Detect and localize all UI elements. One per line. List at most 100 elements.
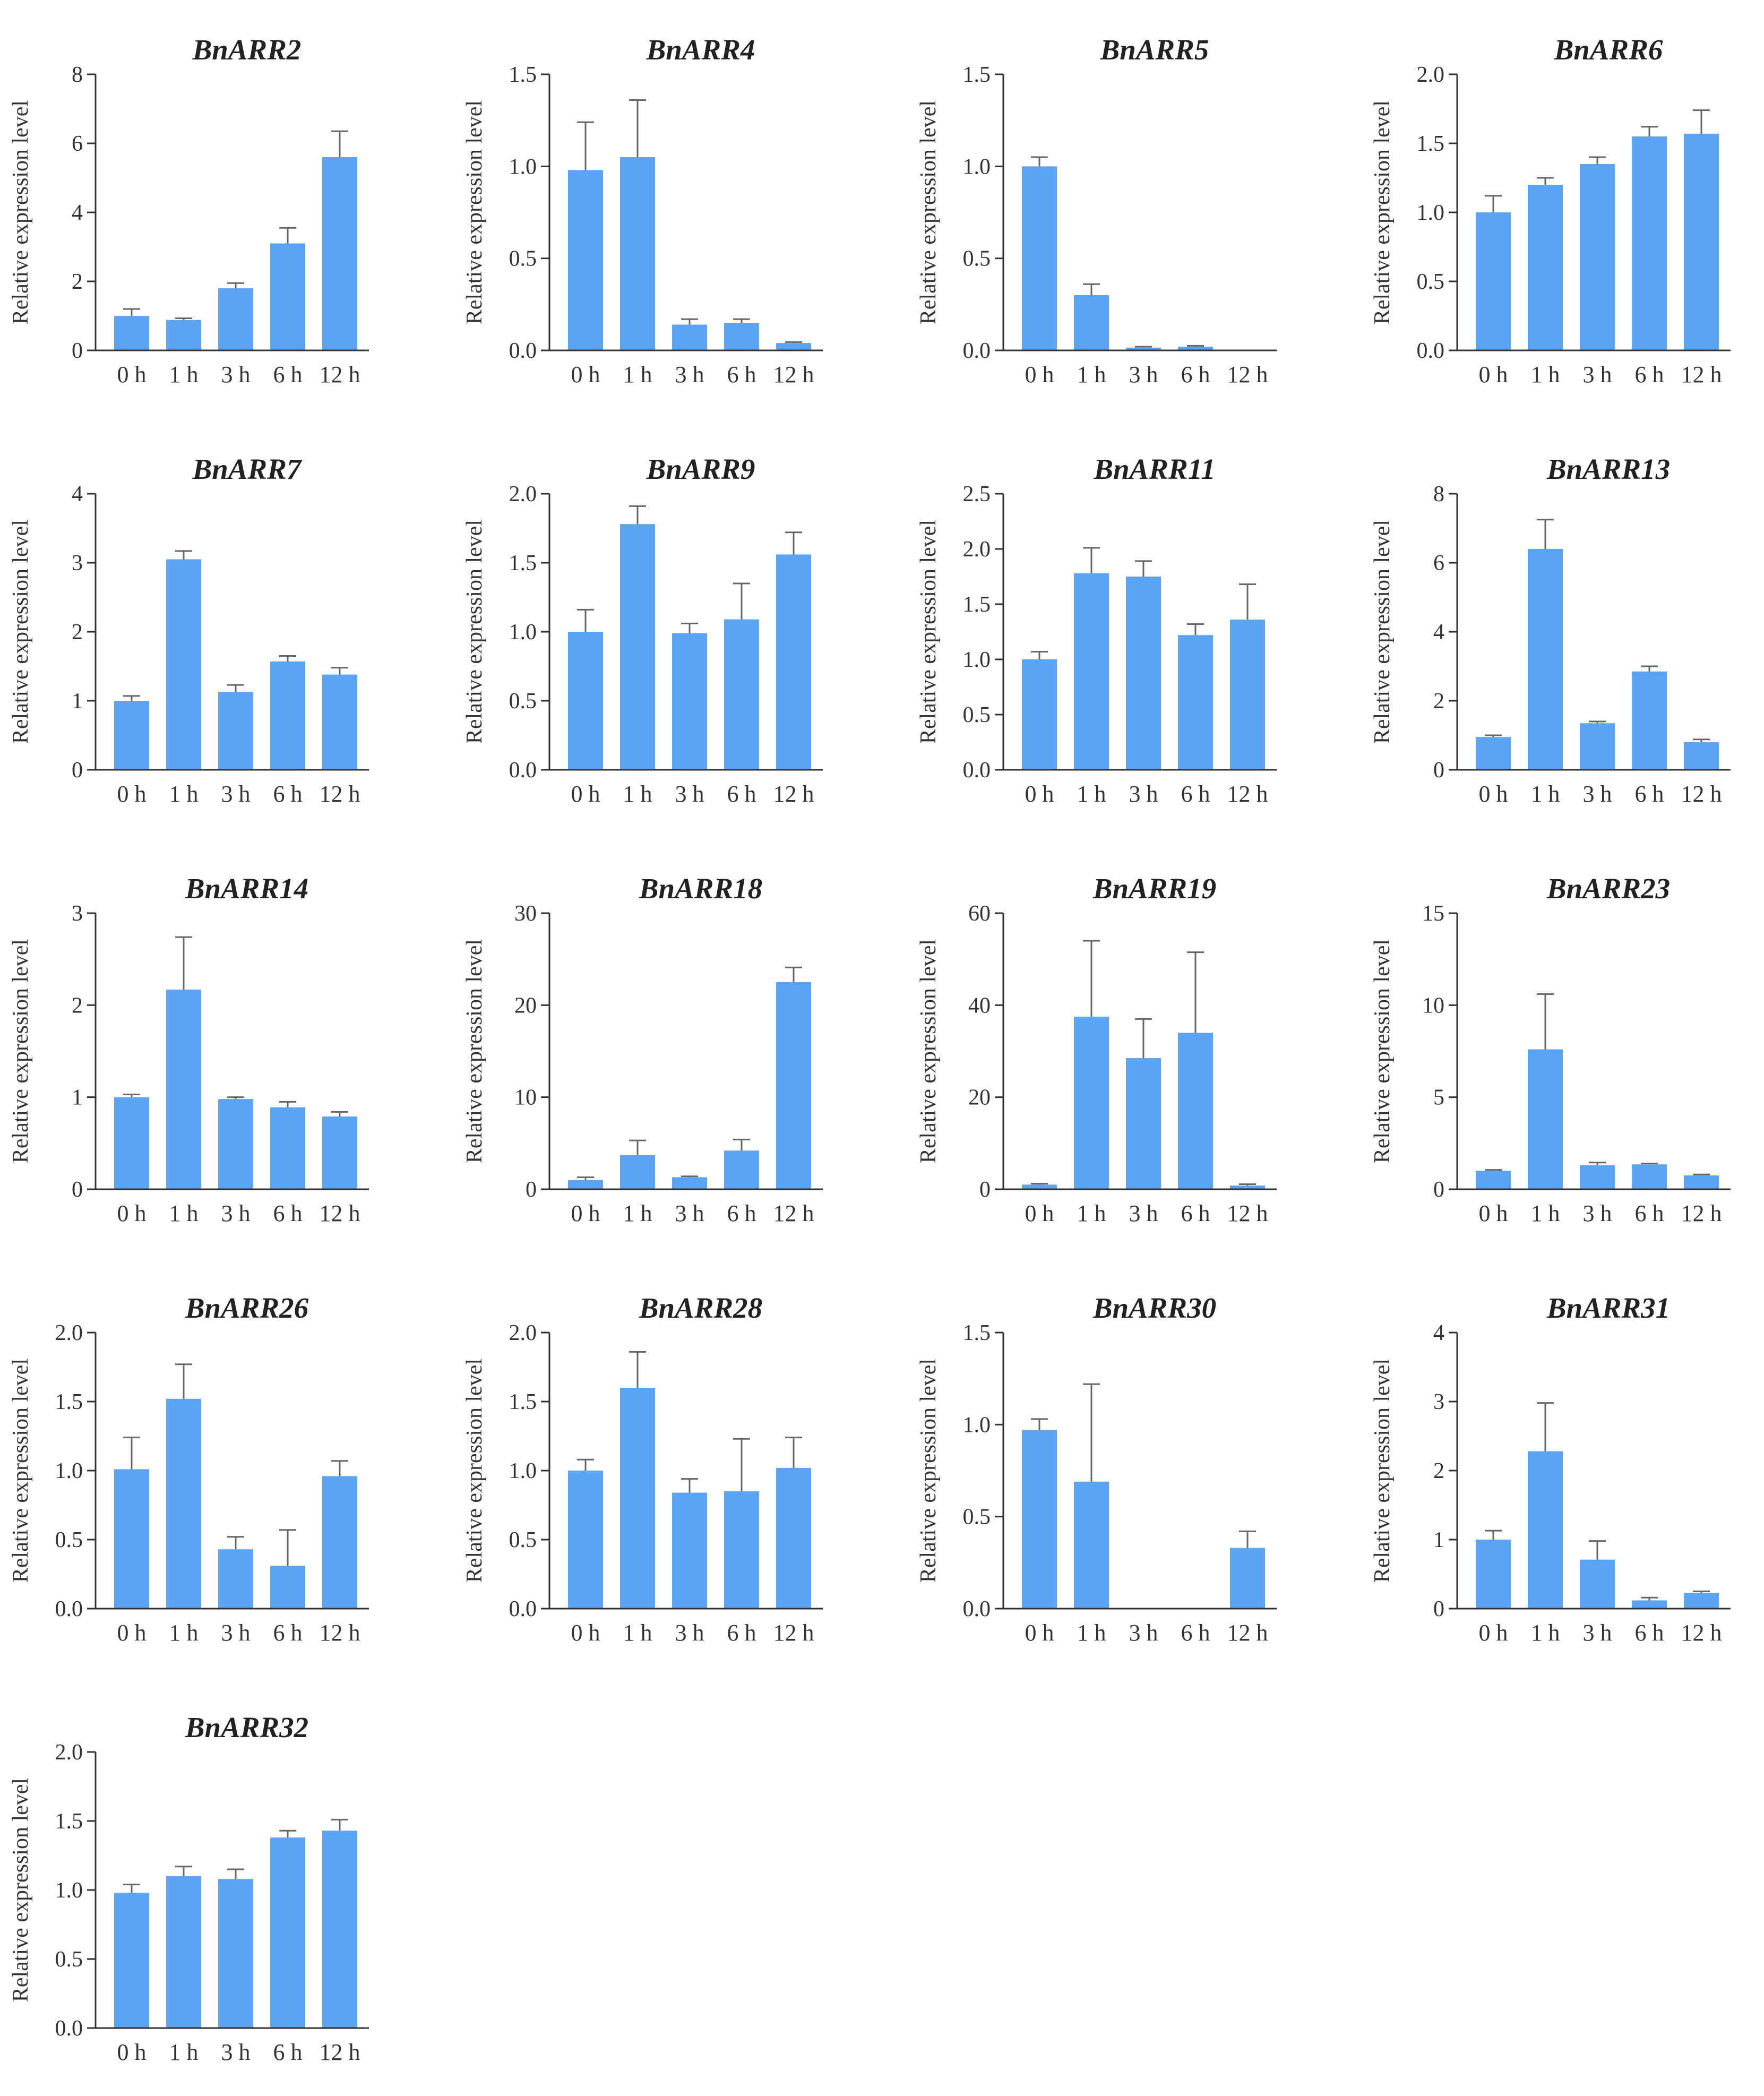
y-tick-label: 6 (72, 132, 83, 156)
x-tick-label: 3 h (1129, 781, 1158, 807)
y-tick-label: 2.0 (1417, 63, 1445, 87)
bar (322, 157, 357, 350)
y-tick-label: 2.0 (963, 537, 991, 562)
bar (1476, 737, 1511, 770)
y-axis-label: Relative expression level (916, 1359, 941, 1583)
y-tick-label: 0 (526, 1178, 537, 1202)
bar (620, 524, 655, 770)
x-tick-label: 6 h (1635, 781, 1664, 807)
chart-title: BnARR2 (192, 33, 302, 66)
x-tick-label: 0 h (1025, 1200, 1054, 1226)
bar (1528, 1451, 1563, 1609)
bar (1074, 1481, 1109, 1609)
x-tick-label: 1 h (1077, 1200, 1106, 1226)
y-tick-label: 2 (72, 620, 83, 645)
x-tick-label: 12 h (1681, 781, 1722, 807)
chart-panel: BnARR14 Relative expression level 0 h 1 h 3 … (8, 872, 369, 1226)
y-tick-label: 20 (514, 993, 537, 1018)
x-tick-label: 3 h (221, 362, 251, 388)
bar (1476, 1540, 1511, 1609)
bar (1022, 1184, 1057, 1189)
x-tick-label: 6 h (273, 1200, 303, 1226)
y-tick-label: 0 (979, 1178, 991, 1202)
bar (1580, 1165, 1615, 1189)
bar (1074, 295, 1109, 350)
bar (1580, 1559, 1615, 1609)
y-tick-label: 2.0 (55, 1321, 83, 1345)
bar (1528, 549, 1563, 770)
x-tick-label: 0 h (1479, 1620, 1508, 1646)
x-tick-label: 0 h (117, 1200, 147, 1226)
x-tick-label: 0 h (1479, 1200, 1508, 1226)
y-tick-label: 0 (72, 339, 83, 363)
y-tick-label: 0.5 (963, 703, 991, 727)
y-tick-label: 1.0 (55, 1459, 83, 1483)
x-tick-label: 12 h (320, 781, 360, 807)
y-axis-label: Relative expression level (462, 939, 487, 1163)
y-tick-label: 1.0 (509, 1459, 537, 1483)
y-tick-label: 0.5 (509, 1528, 537, 1552)
y-axis-label: Relative expression level (916, 100, 941, 324)
x-tick-label: 3 h (221, 781, 251, 807)
y-tick-label: 0.0 (509, 1597, 537, 1621)
y-axis-label: Relative expression level (1370, 520, 1395, 744)
x-tick-label: 6 h (727, 362, 756, 388)
chart-title: BnARR18 (639, 872, 762, 905)
x-tick-label: 3 h (675, 781, 704, 807)
bar (724, 619, 759, 770)
x-tick-label: 1 h (169, 2039, 199, 2065)
chart-title: BnARR4 (646, 33, 755, 66)
x-tick-label: 1 h (623, 781, 652, 807)
bar (322, 1476, 357, 1609)
y-axis-label: Relative expression level (1370, 100, 1395, 324)
x-tick-label: 0 h (1025, 1620, 1054, 1646)
y-tick-label: 0.0 (509, 339, 537, 363)
y-tick-label: 0.0 (55, 2016, 83, 2041)
bar (568, 170, 603, 350)
bar (1022, 1430, 1057, 1609)
y-tick-label: 1.5 (55, 1809, 83, 1834)
chart-panel: BnARR28 Relative expression level 0 h 1 h 3 … (462, 1292, 823, 1646)
y-tick-label: 0.5 (509, 689, 537, 714)
x-tick-label: 12 h (773, 362, 814, 388)
x-tick-label: 1 h (169, 1200, 199, 1226)
bar (322, 1116, 357, 1189)
y-tick-label: 1.5 (963, 592, 991, 617)
bar (270, 243, 305, 350)
y-tick-label: 6 (1433, 551, 1444, 575)
x-tick-label: 12 h (1227, 1200, 1268, 1226)
y-tick-label: 0.5 (963, 247, 991, 271)
bar (1230, 620, 1265, 770)
x-tick-label: 6 h (727, 781, 756, 807)
bar (568, 632, 603, 770)
chart-title: BnARR14 (185, 872, 308, 905)
y-tick-label: 1.0 (963, 648, 991, 672)
chart-title: BnARR11 (1093, 453, 1215, 485)
chart-title: BnARR7 (192, 453, 303, 485)
x-tick-label: 1 h (169, 1620, 199, 1646)
bar (322, 674, 357, 770)
x-tick-label: 0 h (571, 1200, 600, 1226)
bar (1074, 1017, 1109, 1189)
bar (1230, 1186, 1265, 1189)
y-tick-label: 1.0 (1417, 201, 1445, 225)
bar (218, 288, 253, 350)
bar (1022, 659, 1057, 770)
y-tick-label: 3 (72, 901, 83, 926)
chart-panel: BnARR23 Relative expression level 0 h 1 h 3 … (1370, 872, 1731, 1226)
x-tick-label: 3 h (1583, 781, 1612, 807)
x-tick-label: 12 h (1681, 362, 1722, 388)
bar (1528, 185, 1563, 350)
chart-panel: BnARR19 Relative expression level 0 h 1 h 3 … (916, 872, 1277, 1226)
x-tick-label: 6 h (1181, 1200, 1210, 1226)
y-tick-label: 1 (72, 1086, 83, 1110)
x-tick-label: 1 h (1077, 362, 1106, 388)
x-tick-label: 6 h (1635, 1200, 1664, 1226)
y-tick-label: 1.5 (509, 551, 537, 575)
bar (568, 1180, 603, 1189)
x-tick-label: 1 h (623, 1200, 652, 1226)
y-tick-label: 1.5 (509, 1390, 537, 1414)
x-tick-label: 6 h (1181, 781, 1210, 807)
x-tick-label: 12 h (1681, 1620, 1722, 1646)
bar (1476, 212, 1511, 350)
